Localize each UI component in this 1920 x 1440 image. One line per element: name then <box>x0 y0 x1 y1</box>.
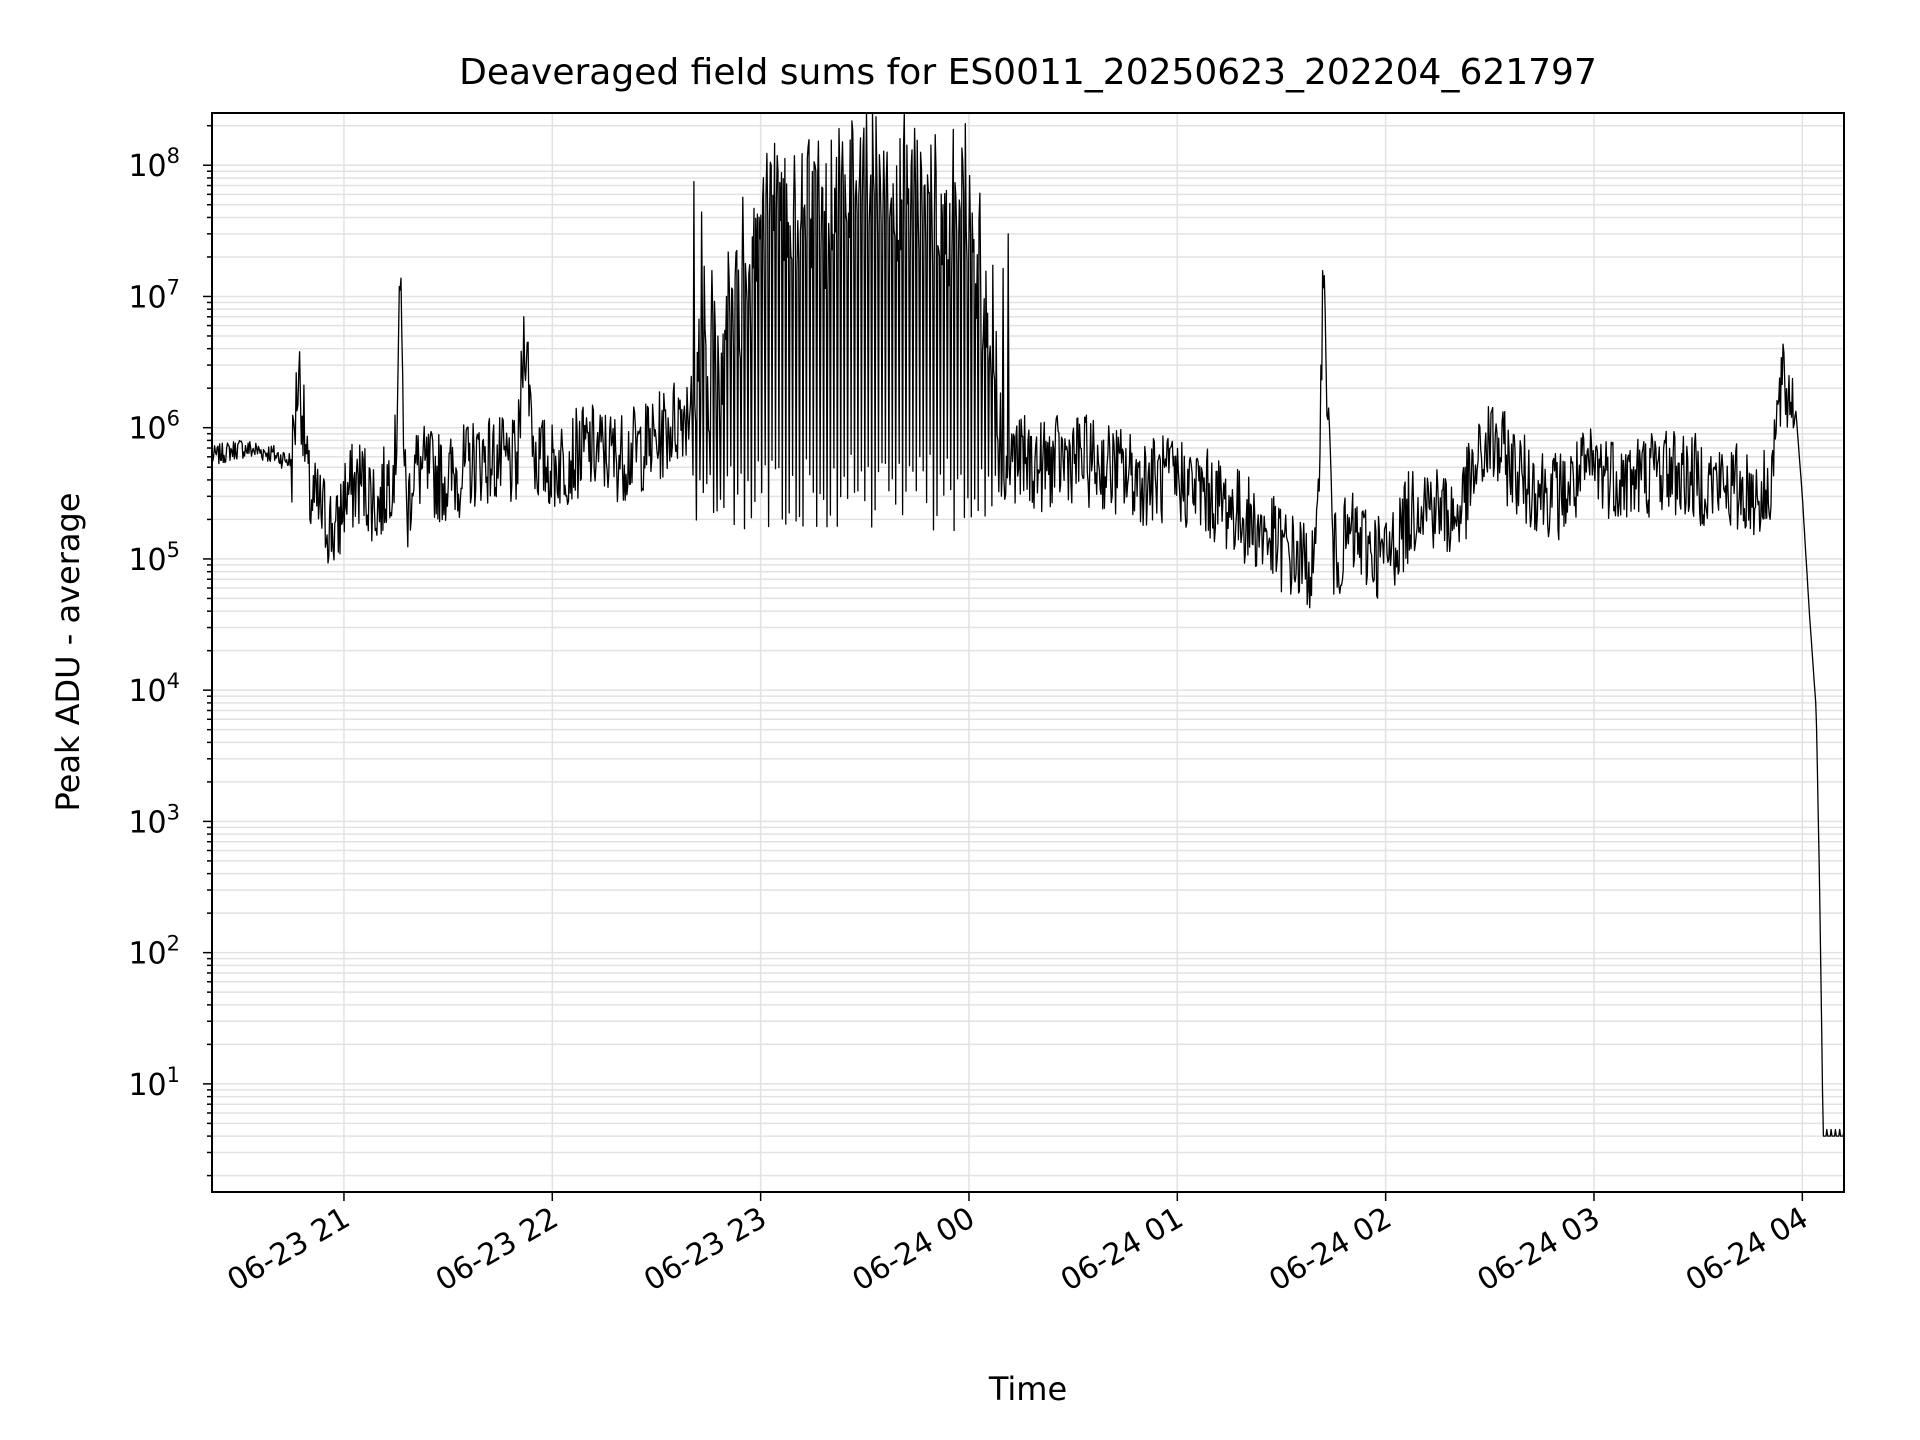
y-tick-label: 107 <box>128 275 180 315</box>
x-tick-label: 06-24 01 <box>1055 1201 1189 1299</box>
y-tick-label: 101 <box>128 1063 180 1103</box>
series-line <box>211 112 1845 1137</box>
grid-lines <box>212 113 1844 1192</box>
y-axis-label: Peak ADU - average <box>49 493 87 812</box>
x-tick-label: 06-24 04 <box>1680 1201 1814 1299</box>
y-tick-label: 105 <box>128 538 180 578</box>
x-tick-label: 06-24 00 <box>847 1201 981 1299</box>
x-tick-label: 06-23 23 <box>638 1201 772 1299</box>
y-tick-label: 104 <box>128 669 180 709</box>
y-tick-label: 103 <box>128 800 180 840</box>
chart-title: Deaveraged field sums for ES0011_2025062… <box>459 52 1597 93</box>
x-axis-label: Time <box>988 1370 1067 1408</box>
x-tick-label: 06-24 03 <box>1472 1201 1606 1299</box>
y-tick-label: 106 <box>128 407 180 447</box>
y-tick-label: 108 <box>128 144 180 184</box>
y-tick-label: 102 <box>128 932 180 972</box>
x-tick-label: 06-23 21 <box>222 1201 356 1299</box>
plot-frame <box>211 112 1845 1193</box>
x-tick-label: 06-23 22 <box>430 1201 564 1299</box>
x-tick-label: 06-24 02 <box>1263 1201 1397 1299</box>
